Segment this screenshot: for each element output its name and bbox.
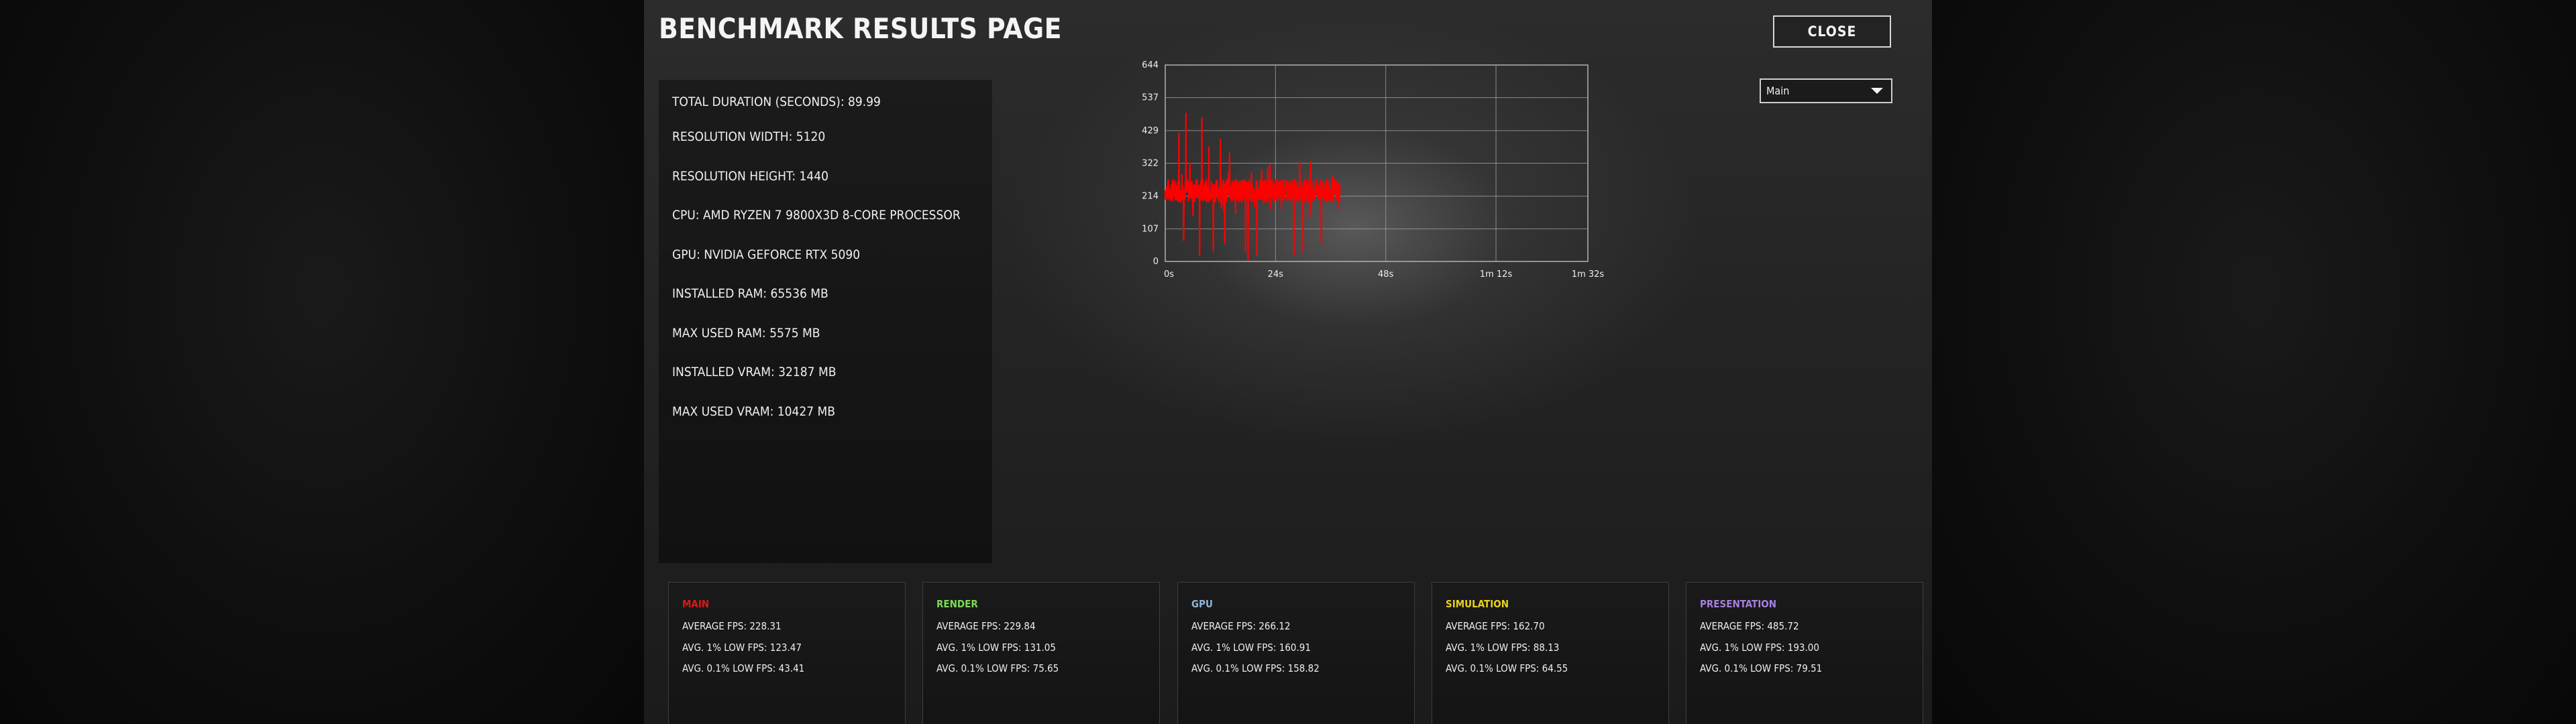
info-gpu: GPU: NVIDIA GEFORCE RTX 5090 <box>672 247 861 262</box>
info-cpu: CPU: AMD RYZEN 7 9800X3D 8-CORE PROCESSO… <box>672 208 961 223</box>
chart-y-tick-label: 429 <box>1142 126 1159 136</box>
chart-y-tick-label: 0 <box>1153 257 1159 267</box>
chart-x-tick-label: 1m 32s <box>1572 269 1605 280</box>
series-dropdown-value: Main <box>1766 84 1790 97</box>
chart-series-main-line <box>1164 113 1341 261</box>
stat-card-gpu: GPU AVERAGE FPS: 266.12 AVG. 1% LOW FPS:… <box>1177 582 1415 724</box>
stat-card-main: MAIN AVERAGE FPS: 228.31 AVG. 1% LOW FPS… <box>668 582 906 724</box>
stat-average-fps: AVERAGE FPS: 229.84 <box>936 620 1036 632</box>
chart-x-tick-label: 48s <box>1378 269 1394 280</box>
system-info-panel: TOTAL DURATION (SECONDS): 89.99 RESOLUTI… <box>659 80 992 563</box>
stat-01-percent-low: AVG. 0.1% LOW FPS: 75.65 <box>936 662 1059 674</box>
stat-1-percent-low: AVG. 1% LOW FPS: 193.00 <box>1700 642 1819 654</box>
chart-x-tick-label: 24s <box>1268 269 1284 280</box>
info-resolution-height: RESOLUTION HEIGHT: 1440 <box>672 169 829 184</box>
stat-title: SIMULATION <box>1446 598 1509 610</box>
stat-1-percent-low: AVG. 1% LOW FPS: 160.91 <box>1191 642 1311 654</box>
chart-y-tick-label: 322 <box>1142 159 1159 169</box>
close-button[interactable]: CLOSE <box>1773 15 1891 48</box>
stat-01-percent-low: AVG. 0.1% LOW FPS: 79.51 <box>1700 662 1823 674</box>
info-max-used-vram: MAX USED VRAM: 10427 MB <box>672 404 836 419</box>
chart-x-tick-label: 0s <box>1164 269 1174 280</box>
info-installed-ram: INSTALLED RAM: 65536 MB <box>672 286 828 301</box>
chart-x-tick-label: 1m 12s <box>1480 269 1513 280</box>
left-background <box>0 0 644 724</box>
chevron-down-icon <box>1871 88 1883 94</box>
fps-chart: 0 107 214 322 429 537 644 0s 24s 48s 1m 12s 1m 32s <box>1142 60 1605 280</box>
stat-average-fps: AVERAGE FPS: 485.72 <box>1700 620 1799 632</box>
series-dropdown[interactable]: Main <box>1760 78 1892 103</box>
stat-title: GPU <box>1191 598 1213 610</box>
stat-title: MAIN <box>682 598 710 610</box>
stat-1-percent-low: AVG. 1% LOW FPS: 131.05 <box>936 642 1056 654</box>
chart-y-tick-label: 214 <box>1142 192 1159 202</box>
stat-01-percent-low: AVG. 0.1% LOW FPS: 64.55 <box>1446 662 1568 674</box>
info-resolution-width: RESOLUTION WIDTH: 5120 <box>672 129 826 144</box>
info-max-used-ram: MAX USED RAM: 5575 MB <box>672 326 820 341</box>
page-title: BENCHMARK RESULTS PAGE <box>659 12 1062 45</box>
stat-01-percent-low: AVG. 0.1% LOW FPS: 43.41 <box>682 662 805 674</box>
stat-card-render: RENDER AVERAGE FPS: 229.84 AVG. 1% LOW F… <box>922 582 1160 724</box>
stat-title: RENDER <box>936 598 978 610</box>
stat-average-fps: AVERAGE FPS: 162.70 <box>1446 620 1545 632</box>
stat-01-percent-low: AVG. 0.1% LOW FPS: 158.82 <box>1191 662 1320 674</box>
info-installed-vram: INSTALLED VRAM: 32187 MB <box>672 365 837 379</box>
benchmark-results-panel: BENCHMARK RESULTS PAGE CLOSE Main TOTAL … <box>644 0 1932 724</box>
chart-y-tick-label: 107 <box>1142 224 1159 234</box>
stat-card-simulation: SIMULATION AVERAGE FPS: 162.70 AVG. 1% L… <box>1432 582 1669 724</box>
stat-average-fps: AVERAGE FPS: 266.12 <box>1191 620 1291 632</box>
stat-average-fps: AVERAGE FPS: 228.31 <box>682 620 782 632</box>
stat-title: PRESENTATION <box>1700 598 1777 610</box>
stat-card-presentation: PRESENTATION AVERAGE FPS: 485.72 AVG. 1%… <box>1686 582 1923 724</box>
stat-1-percent-low: AVG. 1% LOW FPS: 88.13 <box>1446 642 1560 654</box>
stat-1-percent-low: AVG. 1% LOW FPS: 123.47 <box>682 642 802 654</box>
chart-y-tick-label: 537 <box>1142 93 1159 103</box>
right-background <box>1932 0 2576 724</box>
chart-y-tick-label: 644 <box>1142 60 1159 70</box>
info-total-duration: TOTAL DURATION (SECONDS): 89.99 <box>672 95 881 109</box>
